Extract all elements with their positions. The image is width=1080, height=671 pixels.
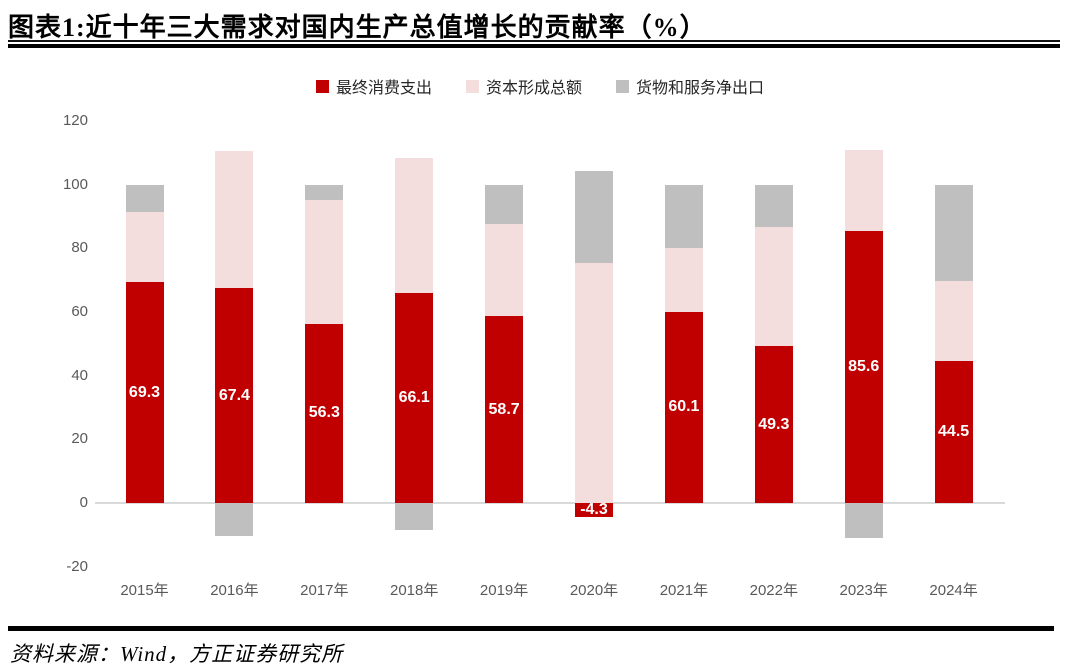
bar-value-label: 67.4 (218, 386, 250, 404)
title-rule-thick (8, 44, 1060, 48)
bar-segment (485, 184, 524, 225)
y-tick-label: 100 (62, 175, 88, 193)
legend-item-consumption: 最终消费支出 (315, 74, 432, 98)
x-tick-label: 2020年 (569, 582, 619, 599)
legend-label-consumption: 最终消费支出 (335, 80, 432, 97)
bar-segment (844, 230, 883, 503)
y-tick-label: 20 (71, 430, 88, 448)
bar-segment (395, 292, 434, 503)
bar-segment (934, 361, 973, 503)
bar-segment (305, 199, 344, 324)
bar-segment (485, 224, 524, 317)
bar-value-label: 58.7 (488, 400, 520, 418)
bar-segment (754, 346, 793, 503)
bar-value-label: 49.3 (758, 415, 790, 433)
y-tick-label: -20 (66, 557, 88, 575)
y-tick-label: 60 (71, 303, 88, 321)
bar-segment (844, 503, 883, 538)
y-tick-label: 40 (71, 366, 88, 384)
x-tick-label: 2016年 (210, 582, 259, 599)
legend-swatch-net-exports-icon (616, 79, 629, 93)
bar-segment (485, 316, 524, 503)
x-tick-label: 2015年 (120, 582, 169, 599)
x-tick-label: 2024年 (929, 582, 978, 599)
bar-value-label: -4.3 (580, 500, 608, 518)
bar-value-label: 85.6 (848, 357, 880, 375)
bar-segment (215, 151, 254, 289)
chart-legend: 最终消费支出 资本形成总额 货物和服务净出口 (0, 74, 1080, 98)
bar-value-label: 44.5 (938, 423, 970, 441)
legend-swatch-consumption-icon (315, 79, 329, 93)
bar-segment (934, 281, 973, 362)
bar-value-label: 69.3 (128, 383, 161, 401)
bottom-rule (8, 626, 1054, 631)
x-tick-label: 2017年 (300, 582, 349, 599)
bar-segment (215, 288, 254, 503)
bar-segment (125, 282, 164, 503)
bar-segment (934, 184, 973, 282)
bar-segment (844, 149, 883, 231)
bar-segment (305, 323, 344, 503)
bar-value-label: 56.3 (308, 404, 340, 422)
bar-segment (575, 171, 613, 264)
bar-segment (664, 311, 703, 503)
y-tick-label: 80 (71, 239, 88, 257)
x-tick-label: 2018年 (390, 582, 439, 599)
y-tick-label: 120 (62, 112, 88, 130)
x-tick-label: 2019年 (479, 582, 529, 599)
bar-segment (575, 503, 613, 517)
bar-segment (305, 184, 344, 200)
bar-segment (754, 227, 793, 347)
legend-item-capital-formation: 资本形成总额 (465, 74, 582, 98)
legend-label-net-exports: 货物和服务净出口 (636, 80, 765, 97)
x-tick-label: 2022年 (749, 582, 798, 599)
bar-value-label: 60.1 (668, 398, 700, 416)
x-tick-label: 2023年 (839, 582, 888, 599)
bar-segment (664, 184, 703, 249)
bar-segment (125, 212, 164, 283)
bar-segment (664, 248, 703, 312)
legend-label-capital-formation: 资本形成总额 (485, 80, 582, 97)
bar-segment (575, 263, 613, 503)
legend-swatch-capital-formation-icon (465, 79, 479, 93)
bar-value-label: 66.1 (398, 388, 430, 406)
bar-segment (215, 503, 254, 537)
bar-segment (754, 184, 793, 228)
x-tick-label: 2021年 (659, 582, 709, 599)
bar-segment (395, 503, 434, 531)
legend-item-net-exports: 货物和服务净出口 (616, 74, 764, 98)
bar-segment (395, 157, 434, 293)
bar-segment (125, 184, 164, 213)
source-line: 资料来源：Wind，方正证券研究所 (10, 642, 344, 666)
x-axis-line (95, 502, 1005, 504)
title-rule-thin (8, 40, 1060, 42)
y-tick-label: 0 (79, 494, 88, 511)
chart-title: 图表1:近十年三大需求对国内生产总值增长的贡献率（%） (8, 13, 707, 42)
